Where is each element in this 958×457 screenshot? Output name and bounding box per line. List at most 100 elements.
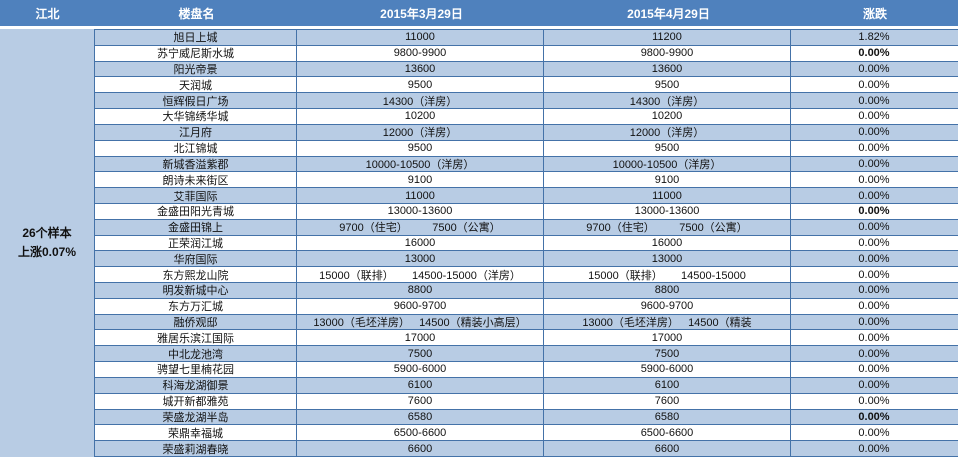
- price-march-cell[interactable]: 16000: [297, 235, 544, 251]
- property-name-cell[interactable]: 明发新城中心: [95, 283, 297, 298]
- price-april-cell[interactable]: 11000: [544, 188, 791, 203]
- price-march-cell[interactable]: 13000（毛坯洋房） 14500（精装小高层）: [297, 314, 544, 330]
- price-april-cell[interactable]: 9500: [544, 140, 791, 156]
- change-cell[interactable]: 0.00%: [858, 284, 890, 297]
- price-march-cell[interactable]: 6580: [297, 409, 544, 425]
- change-cell[interactable]: 0.00%: [858, 94, 890, 107]
- change-cell[interactable]: 0.00%: [858, 347, 890, 360]
- change-cell[interactable]: 0.00%: [858, 63, 890, 76]
- price-march-cell[interactable]: 6600: [297, 441, 544, 456]
- price-april-cell[interactable]: 12000（洋房）: [544, 124, 791, 140]
- price-april-cell[interactable]: 9800-9900: [544, 45, 791, 61]
- property-name-cell[interactable]: 朗诗未来街区: [95, 172, 297, 188]
- price-march-cell[interactable]: 8800: [297, 283, 544, 298]
- change-cell[interactable]: 0.00%: [858, 379, 890, 392]
- change-cell[interactable]: 0.00%: [858, 363, 890, 376]
- price-april-cell[interactable]: 16000: [544, 235, 791, 251]
- price-april-cell[interactable]: 11200: [544, 30, 791, 45]
- price-march-cell[interactable]: 9100: [297, 172, 544, 188]
- price-march-cell[interactable]: 13000: [297, 251, 544, 267]
- property-name-cell[interactable]: 荣盛龙湖半岛: [95, 409, 297, 425]
- change-cell[interactable]: 0.00%: [858, 252, 890, 265]
- change-cell[interactable]: 0.00%: [858, 157, 890, 170]
- change-cell[interactable]: 0.00%: [858, 268, 890, 281]
- price-march-cell[interactable]: 5900-6000: [297, 362, 544, 377]
- change-cell[interactable]: 0.00%: [858, 426, 890, 439]
- change-cell[interactable]: 0.00%: [858, 410, 890, 423]
- price-april-cell[interactable]: 9500: [544, 77, 791, 93]
- price-march-cell[interactable]: 12000（洋房）: [297, 124, 544, 140]
- change-cell[interactable]: 0.00%: [858, 300, 890, 313]
- property-name-cell[interactable]: 恒辉假日广场: [95, 93, 297, 109]
- property-name-cell[interactable]: 天润城: [95, 77, 297, 93]
- property-name-cell[interactable]: 江月府: [95, 124, 297, 140]
- price-april-cell[interactable]: 7500: [544, 346, 791, 362]
- change-cell[interactable]: 0.00%: [858, 142, 890, 155]
- price-march-cell[interactable]: 13600: [297, 61, 544, 77]
- property-name-cell[interactable]: 旭日上城: [95, 30, 297, 45]
- price-march-cell[interactable]: 15000（联排） 14500-15000（洋房）: [297, 267, 544, 282]
- price-march-cell[interactable]: 6500-6600: [297, 425, 544, 441]
- property-name-cell[interactable]: 苏宁威尼斯水城: [95, 45, 297, 61]
- property-name-cell[interactable]: 东方万汇城: [95, 298, 297, 314]
- price-april-cell[interactable]: 13000: [544, 251, 791, 267]
- price-april-cell[interactable]: 13000（毛坯洋房） 14500（精装: [544, 314, 791, 330]
- change-cell[interactable]: 0.00%: [858, 110, 890, 123]
- property-name-cell[interactable]: 金盛田锦上: [95, 219, 297, 235]
- change-cell[interactable]: 0.00%: [858, 395, 890, 408]
- property-name-cell[interactable]: 科海龙湖御景: [95, 377, 297, 393]
- price-april-cell[interactable]: 10000-10500（洋房）: [544, 156, 791, 172]
- price-april-cell[interactable]: 8800: [544, 283, 791, 298]
- change-cell[interactable]: 0.00%: [858, 78, 890, 91]
- change-cell[interactable]: 0.00%: [858, 316, 890, 329]
- price-march-cell[interactable]: 14300（洋房）: [297, 93, 544, 109]
- property-name-cell[interactable]: 大华锦绣华城: [95, 109, 297, 124]
- property-name-cell[interactable]: 东方熙龙山院: [95, 267, 297, 282]
- price-april-cell[interactable]: 7600: [544, 393, 791, 409]
- change-cell[interactable]: 0.00%: [858, 331, 890, 344]
- property-name-cell[interactable]: 城开新都雅苑: [95, 393, 297, 409]
- price-april-cell[interactable]: 6600: [544, 441, 791, 456]
- price-march-cell[interactable]: 17000: [297, 330, 544, 346]
- price-march-cell[interactable]: 9500: [297, 77, 544, 93]
- property-name-cell[interactable]: 北江锦城: [95, 140, 297, 156]
- price-april-cell[interactable]: 15000（联排） 14500-15000: [544, 267, 791, 282]
- property-name-cell[interactable]: 荣鼎幸福城: [95, 425, 297, 441]
- price-april-cell[interactable]: 9600-9700: [544, 298, 791, 314]
- price-march-cell[interactable]: 11000: [297, 188, 544, 203]
- change-cell[interactable]: 0.00%: [858, 47, 890, 60]
- price-march-cell[interactable]: 9500: [297, 140, 544, 156]
- price-april-cell[interactable]: 6500-6600: [544, 425, 791, 441]
- change-cell[interactable]: 0.00%: [858, 442, 890, 455]
- price-april-cell[interactable]: 14300（洋房）: [544, 93, 791, 109]
- property-name-cell[interactable]: 阳光帝景: [95, 61, 297, 77]
- price-march-cell[interactable]: 10200: [297, 109, 544, 124]
- price-april-cell[interactable]: 13000-13600: [544, 203, 791, 219]
- change-cell[interactable]: 0.00%: [858, 126, 890, 139]
- property-name-cell[interactable]: 骋望七里楠花园: [95, 362, 297, 377]
- change-cell[interactable]: 0.00%: [858, 221, 890, 234]
- price-march-cell[interactable]: 7500: [297, 346, 544, 362]
- property-name-cell[interactable]: 中北龙池湾: [95, 346, 297, 362]
- property-name-cell[interactable]: 金盛田阳光青城: [95, 203, 297, 219]
- change-cell[interactable]: 1.82%: [858, 31, 890, 44]
- property-name-cell[interactable]: 正荣润江城: [95, 235, 297, 251]
- property-name-cell[interactable]: 雅居乐滨江国际: [95, 330, 297, 346]
- price-march-cell[interactable]: 9700（住宅） 7500（公寓）: [297, 219, 544, 235]
- price-april-cell[interactable]: 13600: [544, 61, 791, 77]
- price-april-cell[interactable]: 6100: [544, 377, 791, 393]
- price-april-cell[interactable]: 17000: [544, 330, 791, 346]
- change-cell[interactable]: 0.00%: [858, 205, 890, 218]
- change-cell[interactable]: 0.00%: [858, 173, 890, 186]
- price-april-cell[interactable]: 6580: [544, 409, 791, 425]
- price-march-cell[interactable]: 7600: [297, 393, 544, 409]
- property-name-cell[interactable]: 华府国际: [95, 251, 297, 267]
- property-name-cell[interactable]: 融侨观邸: [95, 314, 297, 330]
- price-april-cell[interactable]: 5900-6000: [544, 362, 791, 377]
- price-april-cell[interactable]: 9700（住宅） 7500（公寓）: [544, 219, 791, 235]
- price-march-cell[interactable]: 13000-13600: [297, 203, 544, 219]
- change-cell[interactable]: 0.00%: [858, 189, 890, 202]
- price-march-cell[interactable]: 9600-9700: [297, 298, 544, 314]
- property-name-cell[interactable]: 艾菲国际: [95, 188, 297, 203]
- property-name-cell[interactable]: 新城香溢紫郡: [95, 156, 297, 172]
